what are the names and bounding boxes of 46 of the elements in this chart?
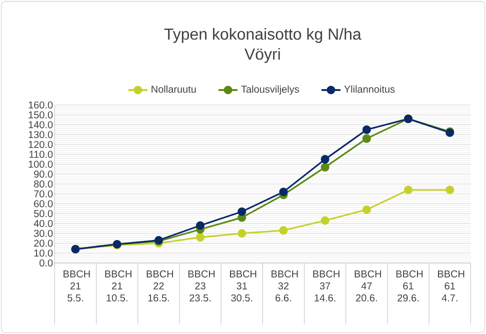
point: [238, 207, 246, 216]
chart-title: Typen kokonaisotto kg N/ha: [164, 28, 362, 43]
x-tick-label: BBCH 61 29.6.: [396, 270, 423, 302]
y-tick-label: 120.0: [28, 140, 53, 148]
point: [279, 226, 288, 235]
y-tick-label: 110.0: [30, 150, 53, 158]
point: [196, 221, 205, 230]
legend-label: Nollaruutu: [152, 85, 196, 93]
point: [320, 216, 330, 225]
point: [404, 186, 413, 194]
x-tick-label: BBCH 37 14.6.: [313, 270, 340, 302]
y-tick-label: 160.0: [28, 101, 53, 109]
y-tick-label: 40.0: [34, 220, 53, 228]
x-tick-label: BBCH 22 16.5.: [146, 270, 173, 302]
x-tick-label: BBCH 61 4.7.: [438, 270, 464, 302]
y-tick-label: 30.0: [34, 230, 53, 237]
y-tick-label: 60.0: [34, 200, 53, 208]
point: [320, 162, 330, 172]
y-tick-label: 20.0: [34, 240, 53, 247]
x-tick-label: BBCH 21 10.5.: [105, 270, 132, 302]
y-tick-label: 130.0: [28, 131, 53, 138]
point: [362, 205, 371, 214]
y-tick-label: 80.0: [34, 180, 53, 188]
point: [238, 229, 246, 238]
legend-label: Ylilannoitus: [344, 85, 395, 93]
x-tick-label: BBCH 32 6.6.: [272, 270, 298, 302]
legend-label: Talousviljelys: [241, 85, 299, 95]
point: [446, 186, 454, 194]
y-tick-label: 90.0: [34, 170, 53, 178]
point: [196, 233, 205, 242]
y-tick-label: 50.0: [34, 210, 53, 218]
x-tick-label: BBCH 31 30.5.: [230, 270, 256, 302]
y-tick-label: 10.0: [34, 250, 53, 257]
point: [362, 134, 371, 143]
y-tick-label: 150.0: [28, 111, 53, 118]
point: [320, 155, 330, 164]
y-tick-label: 100.0: [28, 160, 53, 168]
x-tick-label: BBCH 21 5.5.: [64, 270, 90, 302]
chart-subtitle: Vöyri: [244, 48, 280, 63]
point: [362, 125, 371, 134]
point: [279, 188, 288, 196]
y-tick-label: 140.0: [28, 121, 53, 128]
x-tick-label: BBCH 47 20.6.: [354, 270, 381, 302]
x-tick-label: BBCH 23 23.5.: [188, 270, 215, 302]
y-tick-label: 70.0: [34, 190, 53, 198]
y-tick-label: 0.0: [40, 259, 53, 267]
